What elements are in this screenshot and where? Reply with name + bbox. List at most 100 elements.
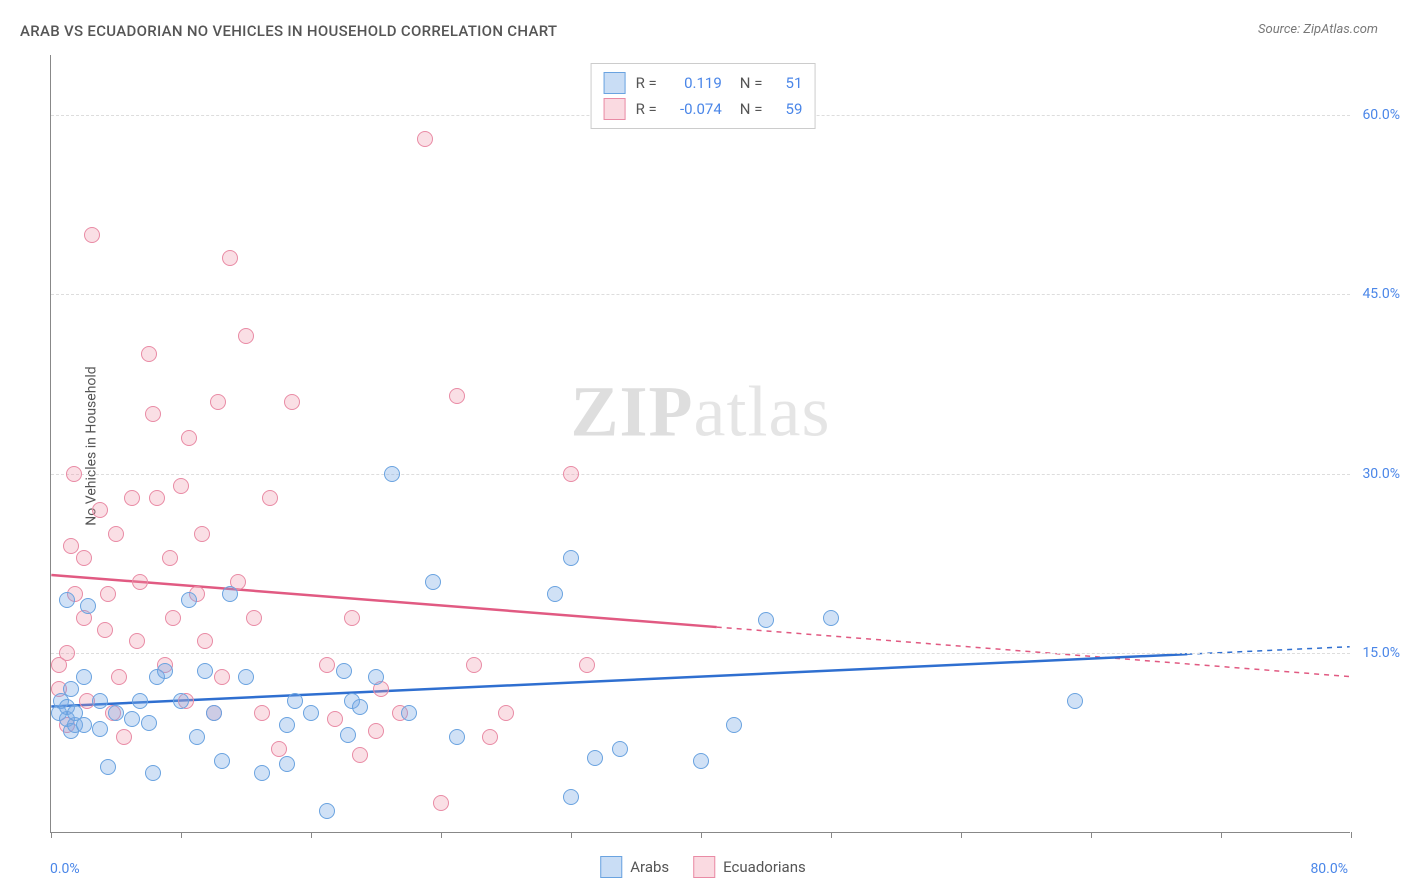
- data-point: [100, 759, 116, 775]
- data-point: [194, 526, 210, 542]
- data-point: [145, 406, 161, 422]
- data-point: [162, 550, 178, 566]
- data-point: [108, 526, 124, 542]
- data-point: [181, 592, 197, 608]
- x-tick: [1221, 832, 1222, 838]
- data-point: [433, 795, 449, 811]
- gridline: [51, 294, 1350, 295]
- x-axis-max: 80.0%: [1310, 861, 1348, 877]
- watermark: ZIPatlas: [571, 371, 831, 454]
- y-tick-label: 15.0%: [1352, 645, 1400, 661]
- data-point: [97, 622, 113, 638]
- r-label: R =: [636, 74, 657, 92]
- data-point: [401, 705, 417, 721]
- r-value: -0.074: [667, 100, 722, 118]
- data-point: [823, 610, 839, 626]
- data-point: [173, 693, 189, 709]
- data-point: [563, 550, 579, 566]
- legend-item: Arabs: [600, 856, 669, 878]
- data-point: [189, 729, 205, 745]
- data-point: [197, 663, 213, 679]
- data-point: [284, 394, 300, 410]
- x-tick: [1351, 832, 1352, 838]
- y-tick-label: 30.0%: [1352, 466, 1400, 482]
- data-point: [303, 705, 319, 721]
- data-point: [80, 598, 96, 614]
- data-point: [76, 717, 92, 733]
- n-label: N =: [740, 74, 763, 92]
- data-point: [319, 803, 335, 819]
- r-label: R =: [636, 100, 657, 118]
- data-point: [132, 693, 148, 709]
- data-point: [384, 466, 400, 482]
- data-point: [579, 657, 595, 673]
- y-tick-label: 60.0%: [1352, 107, 1400, 123]
- x-tick: [831, 832, 832, 838]
- x-tick: [961, 832, 962, 838]
- data-point: [417, 131, 433, 147]
- data-point: [222, 586, 238, 602]
- data-point: [726, 717, 742, 733]
- data-point: [181, 430, 197, 446]
- n-value: 51: [772, 74, 802, 92]
- data-point: [1067, 693, 1083, 709]
- data-point: [206, 705, 222, 721]
- data-point: [63, 681, 79, 697]
- data-point: [59, 592, 75, 608]
- data-point: [262, 490, 278, 506]
- data-point: [124, 490, 140, 506]
- legend-row: R =-0.074N =59: [604, 96, 803, 122]
- legend-row: R =0.119N =51: [604, 70, 803, 96]
- watermark-rest: atlas: [694, 372, 831, 452]
- data-point: [157, 663, 173, 679]
- data-point: [498, 705, 514, 721]
- x-tick: [311, 832, 312, 838]
- x-tick: [181, 832, 182, 838]
- data-point: [587, 750, 603, 766]
- data-point: [425, 574, 441, 590]
- data-point: [149, 490, 165, 506]
- correlation-legend: R =0.119N =51R =-0.074N =59: [591, 63, 816, 129]
- data-point: [173, 478, 189, 494]
- gridline: [51, 474, 1350, 475]
- watermark-bold: ZIP: [571, 372, 694, 452]
- chart-title: ARAB VS ECUADORIAN NO VEHICLES IN HOUSEH…: [20, 22, 557, 40]
- x-tick: [701, 832, 702, 838]
- data-point: [92, 693, 108, 709]
- data-point: [214, 753, 230, 769]
- data-point: [482, 729, 498, 745]
- data-point: [327, 711, 343, 727]
- data-point: [63, 538, 79, 554]
- data-point: [116, 729, 132, 745]
- data-point: [563, 789, 579, 805]
- data-point: [758, 612, 774, 628]
- data-point: [319, 657, 335, 673]
- data-point: [66, 466, 82, 482]
- n-label: N =: [740, 100, 763, 118]
- data-point: [547, 586, 563, 602]
- data-point: [84, 227, 100, 243]
- data-point: [254, 705, 270, 721]
- scatter-plot: ZIPatlas 15.0%30.0%45.0%60.0%: [50, 55, 1350, 833]
- data-point: [287, 693, 303, 709]
- data-point: [124, 711, 140, 727]
- data-point: [238, 669, 254, 685]
- data-point: [563, 466, 579, 482]
- series-legend: Arabs Ecuadorians: [600, 856, 806, 878]
- data-point: [141, 715, 157, 731]
- data-point: [352, 747, 368, 763]
- trendlines-svg: [51, 55, 1350, 832]
- data-point: [340, 727, 356, 743]
- data-point: [132, 574, 148, 590]
- data-point: [612, 741, 628, 757]
- data-point: [449, 388, 465, 404]
- legend-label: Ecuadorians: [723, 858, 806, 876]
- x-tick: [571, 832, 572, 838]
- data-point: [222, 250, 238, 266]
- data-point: [141, 346, 157, 362]
- source-attribution: Source: ZipAtlas.com: [1258, 22, 1378, 37]
- legend-swatch: [604, 72, 626, 94]
- x-tick: [1091, 832, 1092, 838]
- data-point: [336, 663, 352, 679]
- data-point: [129, 633, 145, 649]
